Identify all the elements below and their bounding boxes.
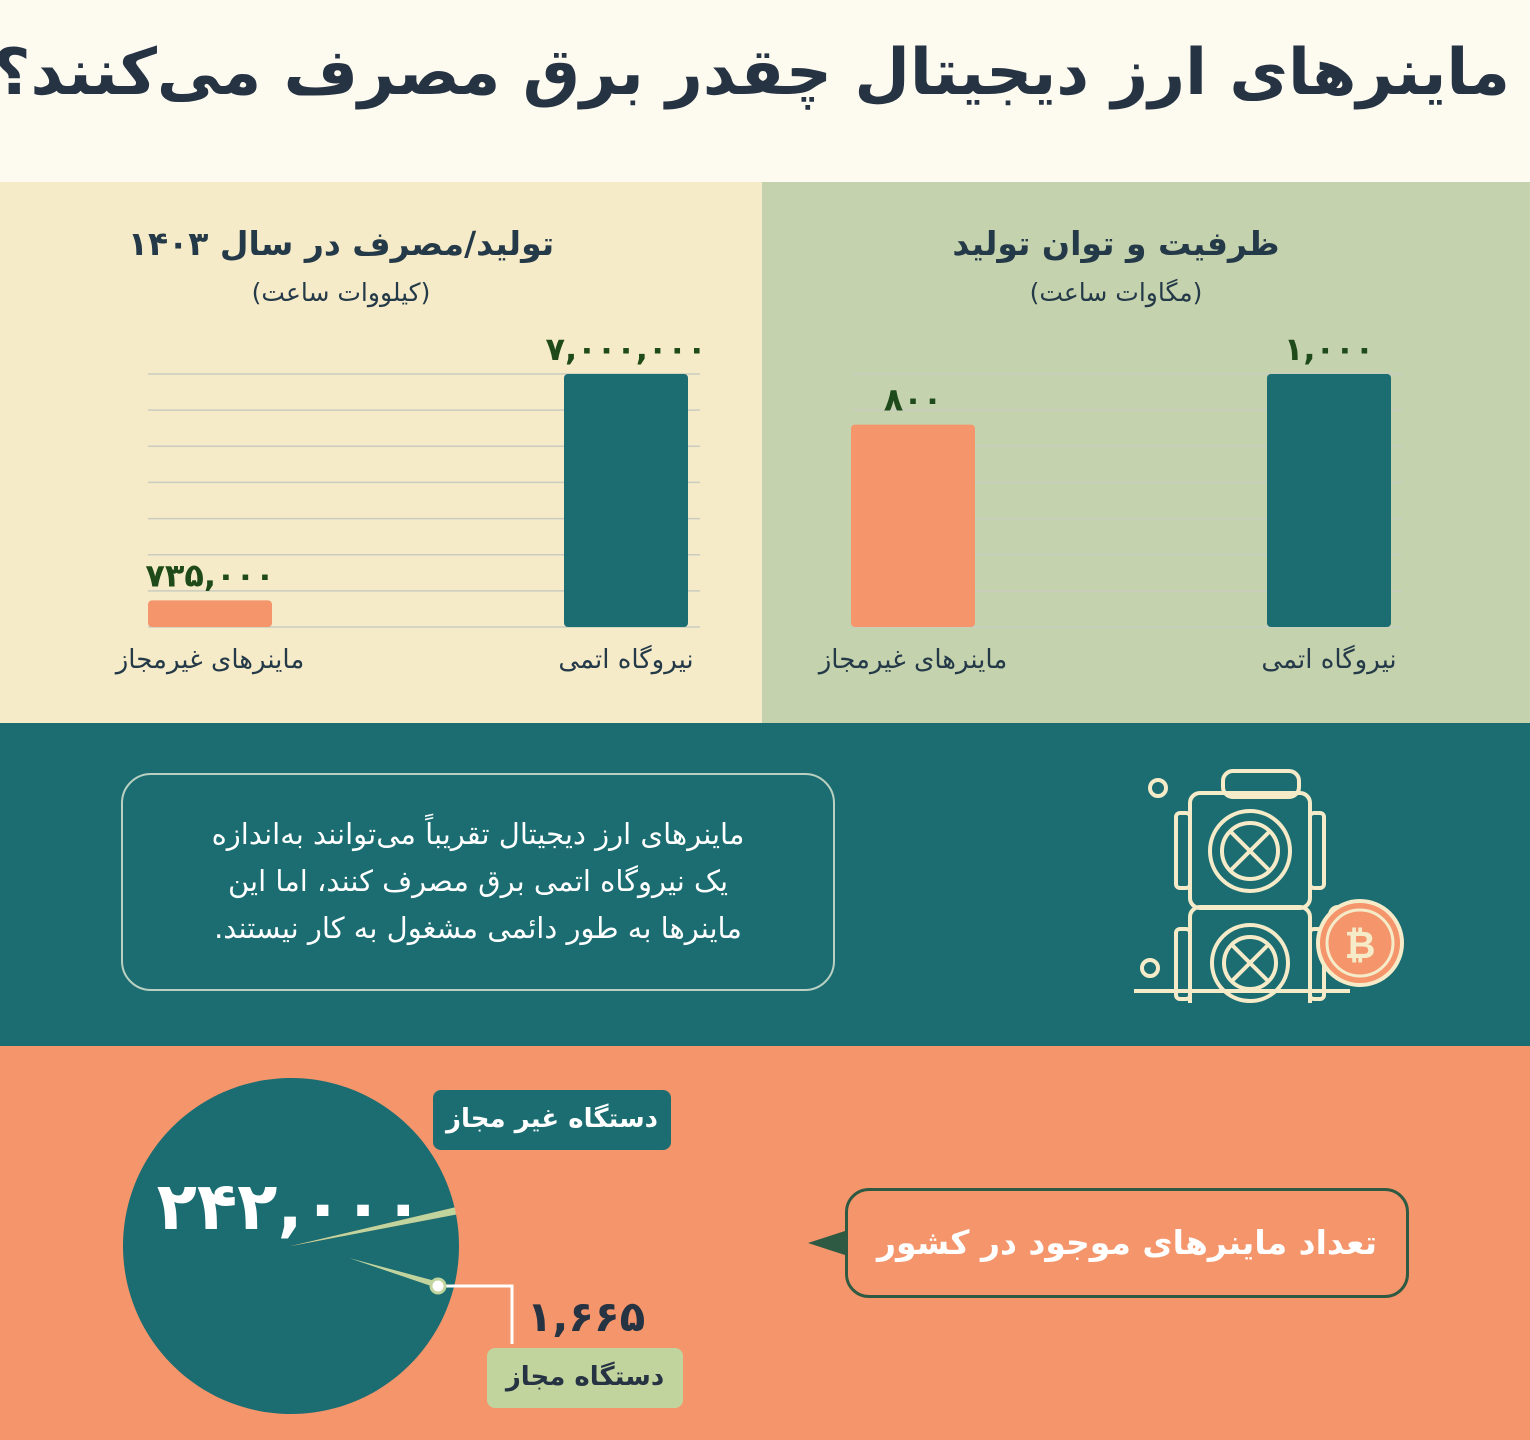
category-label: نیروگاه اتمی xyxy=(558,644,693,675)
bar xyxy=(1267,374,1391,627)
data-label: ۷,۰۰۰,۰۰۰ xyxy=(545,330,706,368)
header: ماینرهای ارز دیجیتال چقدر برق مصرف می‌کن… xyxy=(0,0,1530,182)
miner-count-band: ۲۴۲,۰۰۰ دستگاه غیر مجاز ۱,۶۶۵ دستگاه مجا… xyxy=(0,1046,1530,1440)
data-label: ۱,۰۰۰ xyxy=(1284,330,1374,368)
capacity-chart-panel: ظرفیت و توان تولید (مگاوات ساعت) ۱,۰۰۰ نی… xyxy=(762,182,1530,723)
callout-pointer xyxy=(808,1230,848,1256)
bar xyxy=(148,600,272,627)
miner-count-title: تعداد ماینرهای موجود در کشور xyxy=(845,1188,1409,1298)
svg-text:₿: ₿ xyxy=(1345,923,1376,967)
crypto-miner-icon: ₿ xyxy=(1134,769,1404,1003)
chart-subtitle: (کیلووات ساعت) xyxy=(251,278,431,307)
illegal-devices-tag: دستگاه غیر مجاز xyxy=(433,1090,671,1150)
category-label: ماینرهای غیرمجاز xyxy=(817,645,1008,675)
pie-slice xyxy=(291,1207,457,1246)
leader-dot xyxy=(429,1277,447,1295)
production-chart-panel: تولید/مصرف در سال ۱۴۰۳ (کیلووات ساعت) ۷,… xyxy=(0,182,762,723)
legal-devices-tag: دستگاه مجاز xyxy=(487,1348,683,1408)
bitcoin-icon: ₿ xyxy=(1316,899,1404,987)
note-box: ماینرهای ارز دیجیتال تقریباً می‌توانند ب… xyxy=(121,773,835,991)
chart-title: تولید/مصرف در سال ۱۴۰۳ xyxy=(127,224,555,263)
note-line: ماینرهای ارز دیجیتال تقریباً می‌توانند ب… xyxy=(211,817,745,851)
note-line: یک نیروگاه اتمی برق مصرف کنند، اما این xyxy=(227,864,729,898)
capacity-bar-chart: ۱,۰۰۰ نیروگاه اتمی ۸۰۰ ماینرهای غیرمجاز xyxy=(817,330,1402,675)
bar xyxy=(851,424,975,627)
pie-slice xyxy=(123,1078,460,1415)
category-label: ماینرهای غیرمجاز xyxy=(114,645,305,675)
data-label: ۷۳۵,۰۰۰ xyxy=(145,556,274,594)
leader-line xyxy=(438,1284,514,1344)
data-label: ۸۰۰ xyxy=(884,381,943,419)
note-line: ماینرها به طور دائمی مشغول به کار نیستند… xyxy=(214,911,742,945)
page-title: ماینرهای ارز دیجیتال چقدر برق مصرف می‌کن… xyxy=(0,36,1510,110)
miner-count-pie xyxy=(123,1078,514,1415)
legal-count-value: ۱,۶۶۵ xyxy=(526,1292,646,1341)
info-band: ماینرهای ارز دیجیتال تقریباً می‌توانند ب… xyxy=(0,723,1530,1046)
pie-slice-highlight xyxy=(349,1258,439,1288)
production-bar-chart: ۷,۰۰۰,۰۰۰ نیروگاه اتمی ۷۳۵,۰۰۰ ماینرهای غیر… xyxy=(114,330,707,675)
chart-title: ظرفیت و توان تولید xyxy=(952,224,1280,263)
bar xyxy=(564,374,688,627)
chart-subtitle: (مگاوات ساعت) xyxy=(1029,278,1203,307)
category-label: نیروگاه اتمی xyxy=(1261,644,1396,675)
illegal-count-value: ۲۴۲,۰۰۰ xyxy=(156,1168,424,1245)
